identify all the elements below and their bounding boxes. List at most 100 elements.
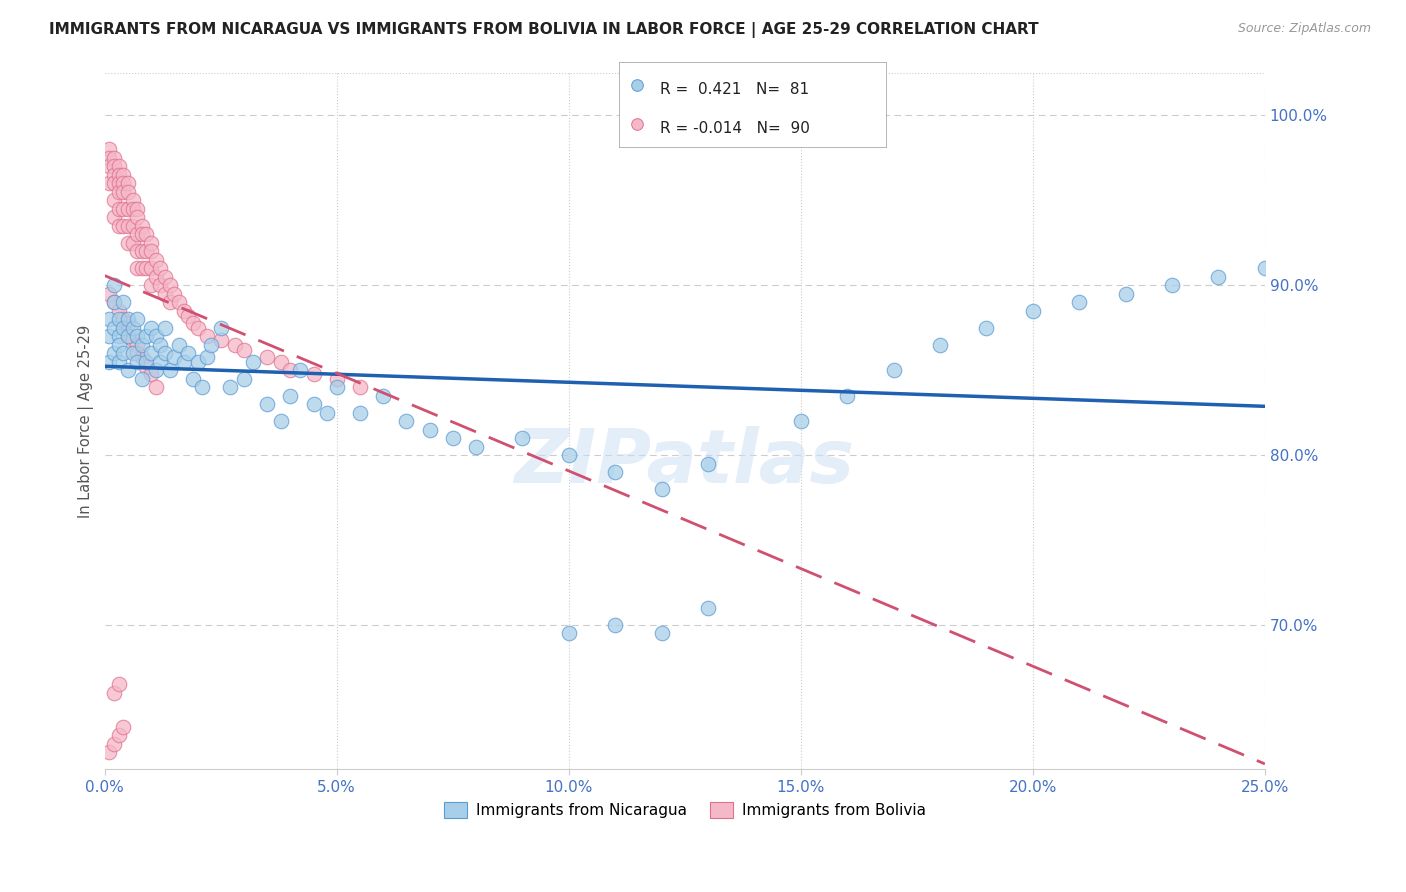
Point bbox=[121, 235, 143, 250]
Point bbox=[465, 440, 488, 454]
Point bbox=[149, 337, 172, 351]
Point bbox=[117, 235, 139, 250]
Point bbox=[127, 346, 149, 360]
Point bbox=[697, 457, 720, 471]
Point bbox=[117, 316, 139, 330]
Point bbox=[112, 312, 135, 326]
Legend: Immigrants from Nicaragua, Immigrants from Bolivia: Immigrants from Nicaragua, Immigrants fr… bbox=[437, 797, 932, 824]
Point bbox=[145, 269, 167, 284]
Point bbox=[173, 303, 195, 318]
Point bbox=[159, 295, 181, 310]
Point bbox=[121, 333, 143, 347]
Point bbox=[135, 354, 157, 368]
Point bbox=[121, 320, 143, 334]
Point bbox=[103, 151, 125, 165]
Text: IMMIGRANTS FROM NICARAGUA VS IMMIGRANTS FROM BOLIVIA IN LABOR FORCE | AGE 25-29 : IMMIGRANTS FROM NICARAGUA VS IMMIGRANTS … bbox=[49, 22, 1039, 38]
Point bbox=[167, 295, 190, 310]
Point bbox=[121, 346, 143, 360]
Point bbox=[177, 309, 200, 323]
Point bbox=[131, 372, 153, 386]
Point bbox=[145, 380, 167, 394]
Point bbox=[131, 219, 153, 233]
Point bbox=[107, 677, 129, 691]
Point bbox=[181, 372, 204, 386]
Point bbox=[112, 720, 135, 734]
Point bbox=[127, 261, 149, 276]
Point bbox=[325, 380, 347, 394]
Point bbox=[186, 354, 208, 368]
Point bbox=[112, 320, 135, 334]
Point bbox=[131, 261, 153, 276]
Point bbox=[976, 320, 998, 334]
Point bbox=[112, 320, 135, 334]
Point bbox=[121, 202, 143, 216]
Point bbox=[107, 329, 129, 343]
Point bbox=[103, 278, 125, 293]
Point bbox=[127, 227, 149, 242]
Point bbox=[139, 261, 162, 276]
Point bbox=[371, 389, 394, 403]
Point bbox=[103, 168, 125, 182]
Point bbox=[112, 202, 135, 216]
Point bbox=[209, 320, 232, 334]
Point bbox=[103, 295, 125, 310]
Point bbox=[117, 312, 139, 326]
Point bbox=[107, 312, 129, 326]
Point bbox=[1161, 278, 1184, 293]
Point bbox=[200, 337, 222, 351]
Point bbox=[127, 211, 149, 225]
Point bbox=[153, 286, 176, 301]
Point bbox=[605, 465, 627, 479]
Point bbox=[195, 350, 218, 364]
Point bbox=[107, 160, 129, 174]
Text: R =  0.421   N=  81: R = 0.421 N= 81 bbox=[659, 82, 810, 97]
Point bbox=[177, 346, 200, 360]
Point bbox=[349, 380, 371, 394]
Point bbox=[1069, 295, 1091, 310]
Point bbox=[103, 194, 125, 208]
Point bbox=[135, 227, 157, 242]
Point bbox=[112, 219, 135, 233]
Point bbox=[127, 312, 149, 326]
Point bbox=[107, 202, 129, 216]
Point bbox=[139, 320, 162, 334]
Point bbox=[1115, 286, 1137, 301]
Point bbox=[107, 354, 129, 368]
Point bbox=[135, 359, 157, 374]
Point bbox=[98, 329, 121, 343]
Point bbox=[98, 142, 121, 156]
Point bbox=[135, 261, 157, 276]
Point bbox=[349, 406, 371, 420]
Point bbox=[651, 482, 673, 496]
Point bbox=[103, 295, 125, 310]
Point bbox=[117, 202, 139, 216]
Point bbox=[163, 350, 186, 364]
Point bbox=[256, 350, 278, 364]
Point bbox=[117, 177, 139, 191]
Point bbox=[112, 185, 135, 199]
Point bbox=[139, 346, 162, 360]
Point bbox=[219, 380, 242, 394]
Point bbox=[107, 185, 129, 199]
Point bbox=[149, 278, 172, 293]
Point bbox=[605, 618, 627, 632]
Point bbox=[139, 244, 162, 259]
Point bbox=[558, 448, 581, 462]
Point bbox=[651, 626, 673, 640]
Point bbox=[232, 343, 254, 357]
Point bbox=[159, 278, 181, 293]
Point bbox=[112, 346, 135, 360]
Point bbox=[288, 363, 311, 377]
Point bbox=[117, 329, 139, 343]
Point bbox=[149, 261, 172, 276]
Point bbox=[131, 227, 153, 242]
Point bbox=[112, 168, 135, 182]
Point bbox=[278, 389, 301, 403]
Point bbox=[419, 423, 441, 437]
Point bbox=[883, 363, 905, 377]
Point bbox=[1208, 269, 1230, 284]
Point bbox=[1022, 303, 1045, 318]
Point bbox=[159, 363, 181, 377]
Point bbox=[209, 333, 232, 347]
Point bbox=[270, 354, 292, 368]
